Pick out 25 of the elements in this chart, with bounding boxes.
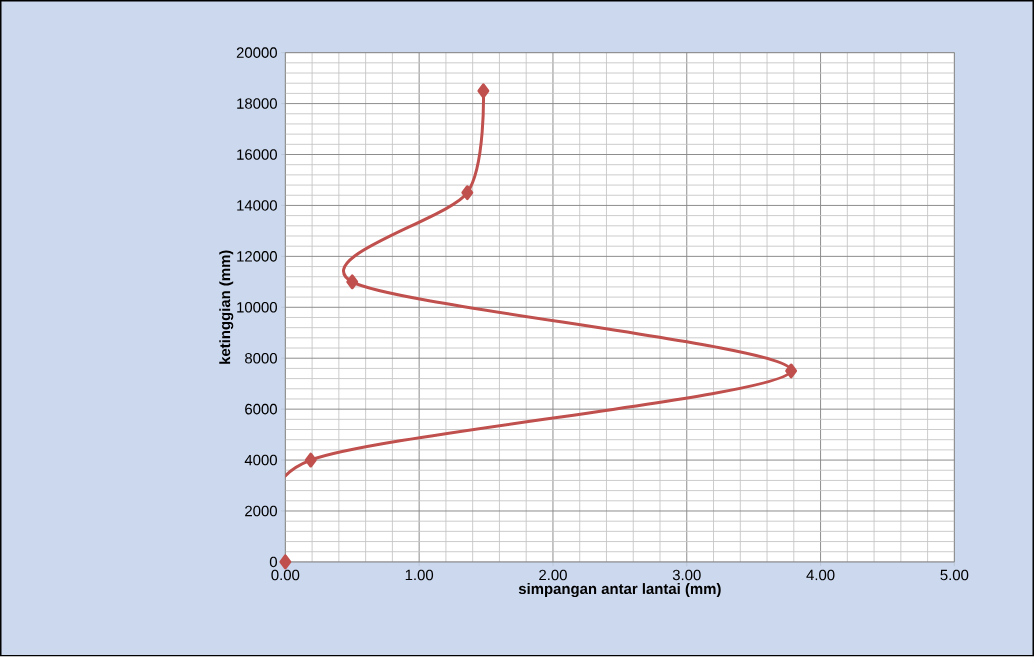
point bbox=[477, 83, 490, 99]
y-tick-label: 10000 bbox=[237, 302, 277, 313]
y-tick-label: 0 bbox=[269, 556, 277, 568]
x-tick-label: 4.00 bbox=[806, 569, 835, 581]
y-tick-label: 8000 bbox=[245, 353, 277, 364]
y-tick-label: 18000 bbox=[237, 98, 277, 110]
y-tick-label: 16000 bbox=[237, 149, 277, 161]
y-tick-label: 14000 bbox=[237, 200, 277, 211]
y-tick-label: 12000 bbox=[237, 251, 277, 262]
y-tick-label: 6000 bbox=[245, 404, 277, 415]
point bbox=[279, 554, 292, 570]
x-tick-label: 2.00 bbox=[539, 569, 567, 581]
point bbox=[785, 363, 798, 379]
point bbox=[304, 452, 317, 468]
y-tick-label: 2000 bbox=[245, 505, 277, 517]
y-axis-title: ketinggian (mm) bbox=[219, 250, 234, 365]
x-tick-label: 5.00 bbox=[940, 569, 969, 581]
x-tick-label: 0.00 bbox=[271, 569, 300, 581]
y-tick-label: 20000 bbox=[236, 47, 277, 59]
x-tick-label: 1.00 bbox=[405, 569, 434, 581]
x-axis-title: simpangan antar lantai (mm) bbox=[518, 583, 721, 598]
x-tick-label: 3.00 bbox=[672, 569, 701, 581]
y-tick-label: 4000 bbox=[244, 455, 277, 466]
point bbox=[461, 185, 474, 201]
point bbox=[346, 274, 359, 290]
